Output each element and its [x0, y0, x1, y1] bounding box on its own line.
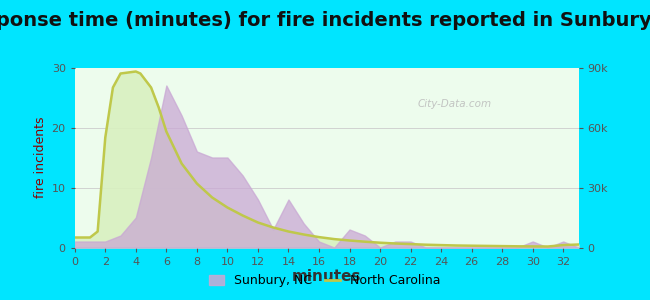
Text: Response time (minutes) for fire incidents reported in Sunbury, NC: Response time (minutes) for fire inciden… [0, 11, 650, 29]
X-axis label: minutes: minutes [292, 269, 361, 284]
Text: City-Data.com: City-Data.com [417, 98, 491, 109]
Y-axis label: fire incidents: fire incidents [34, 117, 47, 198]
Legend: Sunbury, NC, North Carolina: Sunbury, NC, North Carolina [205, 269, 445, 292]
